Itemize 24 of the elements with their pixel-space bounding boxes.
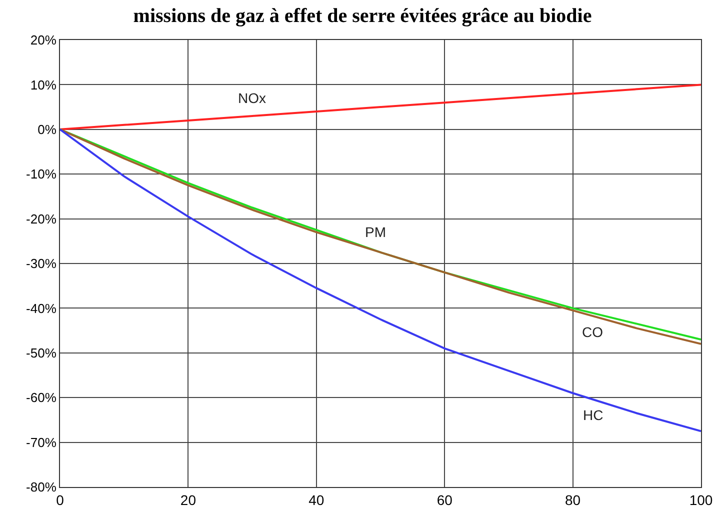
y-tick-label: 20% bbox=[30, 32, 57, 48]
x-tick-label: 60 bbox=[436, 492, 453, 508]
series-label: NOx bbox=[238, 90, 266, 106]
x-tick-label: 100 bbox=[689, 492, 713, 508]
y-tick-label: -80% bbox=[26, 480, 57, 495]
y-tick-label: -50% bbox=[26, 345, 57, 360]
y-tick-label: -30% bbox=[26, 256, 57, 272]
y-tick-label: -60% bbox=[26, 390, 57, 406]
series-label: HC bbox=[583, 407, 604, 423]
y-tick-label: -10% bbox=[26, 166, 57, 182]
y-tick-label: -70% bbox=[26, 434, 57, 450]
line-series bbox=[60, 128, 701, 432]
y-tick-label: 0% bbox=[38, 122, 57, 137]
y-tick-label: 10% bbox=[30, 77, 57, 92]
y-tick-label: -20% bbox=[26, 211, 57, 226]
x-tick-label: 20 bbox=[180, 492, 196, 508]
series-label: PM bbox=[365, 224, 386, 240]
y-tick-label: -40% bbox=[26, 300, 57, 316]
x-tick-label: 40 bbox=[308, 492, 324, 508]
chart-title: missions de gaz à effet de serre évitées grâce au biodie bbox=[133, 4, 592, 27]
line-series bbox=[60, 84, 701, 130]
x-tick-label: 80 bbox=[565, 492, 581, 508]
x-tick-label: 0 bbox=[56, 492, 64, 508]
series-label: CO bbox=[582, 324, 604, 340]
